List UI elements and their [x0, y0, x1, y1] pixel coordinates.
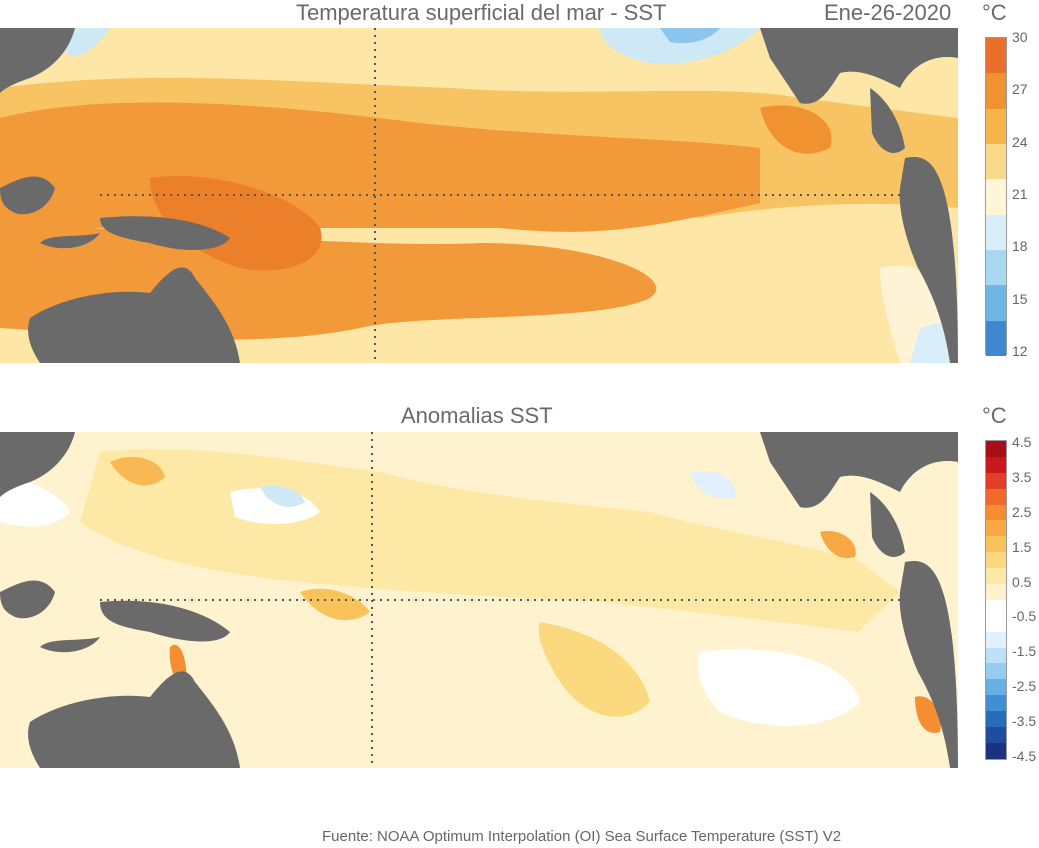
anomaly-colorbar-swatch [986, 647, 1006, 664]
anomaly-colorbar-swatch [986, 711, 1006, 728]
sst-map [0, 28, 958, 363]
sst-colorbar-swatch [986, 214, 1006, 250]
anomaly-colorbar-swatch [986, 504, 1006, 521]
anomaly-map-title: Anomalias SST [401, 403, 553, 428]
anomaly-colorbar-swatch [986, 615, 1006, 632]
sst-colorbar-swatch [986, 73, 1006, 109]
anomaly-colorbar-swatch [986, 663, 1006, 680]
anomaly-unit-label: °C [982, 403, 1007, 428]
anomaly-colorbar-tick-label: -2.5 [1012, 678, 1037, 695]
sst-colorbar [985, 37, 1007, 356]
anomaly-colorbar-swatch [986, 631, 1006, 648]
anomaly-colorbar-swatch [986, 520, 1006, 537]
anomaly-colorbar-tick-label: 4.5 [1012, 434, 1032, 450]
sst-colorbar-tick-label: 12 [1012, 343, 1028, 359]
sst-colorbar-tick-label: 21 [1012, 186, 1028, 202]
anomaly-map [0, 432, 958, 768]
anomaly-colorbar-swatch [986, 441, 1006, 457]
anomaly-colorbar-tick-label: -1.5 [1012, 643, 1037, 660]
sst-colorbar-tick-label: 27 [1012, 81, 1028, 98]
anomaly-colorbar-swatch [986, 584, 1006, 600]
anomaly-colorbar-swatch [986, 679, 1006, 696]
anomaly-colorbar-swatch [986, 536, 1006, 553]
sst-colorbar-tick-label: 30 [1012, 29, 1028, 45]
anomaly-colorbar-swatch [986, 727, 1006, 743]
sst-unit-label: °C [982, 0, 1007, 25]
sst-map-canvas [0, 28, 958, 363]
anomaly-colorbar-tick-label: 0.5 [1012, 573, 1032, 590]
anomaly-colorbar-tick-label: 1.5 [1012, 538, 1032, 555]
sst-date-label: Ene-26-2020 [824, 0, 952, 25]
anomaly-colorbar-swatch [986, 488, 1006, 505]
sst-colorbar-swatch [986, 108, 1006, 144]
sst-colorbar-tick-label: 15 [1012, 290, 1028, 307]
anomaly-colorbar [985, 440, 1007, 760]
anomaly-colorbar-tick-label: -3.5 [1012, 713, 1037, 730]
sst-colorbar-swatch [986, 38, 1006, 74]
sst-colorbar-swatch [986, 285, 1006, 321]
sst-colorbar-swatch [986, 179, 1006, 215]
anomaly-colorbar-swatch [986, 456, 1006, 473]
sst-map-title: Temperatura superficial del mar - SST [296, 0, 667, 25]
anomaly-colorbar-swatch [986, 472, 1006, 489]
sst-colorbar-tick-label: 24 [1012, 133, 1028, 150]
sst-colorbar-swatch [986, 143, 1006, 180]
anomaly-colorbar-tick-label: -4.5 [1012, 748, 1037, 764]
anomaly-colorbar-swatch [986, 568, 1006, 585]
anomaly-colorbar-swatch [986, 742, 1006, 759]
anomaly-colorbar-swatch [986, 599, 1006, 616]
anomaly-colorbar-swatch [986, 695, 1006, 712]
sst-colorbar-tick-label: 18 [1012, 238, 1028, 255]
anomaly-colorbar-swatch [986, 552, 1006, 569]
anomaly-colorbar-tick-label: 2.5 [1012, 503, 1032, 520]
sst-colorbar-swatch [986, 249, 1006, 286]
anomaly-colorbar-tick-label: 3.5 [1012, 468, 1032, 485]
data-source-footer: Fuente: NOAA Optimum Interpolation (OI) … [322, 828, 842, 845]
anomaly-map-canvas [0, 432, 958, 768]
sst-colorbar-swatch [986, 320, 1006, 356]
anomaly-colorbar-tick-label: -0.5 [1012, 608, 1037, 625]
